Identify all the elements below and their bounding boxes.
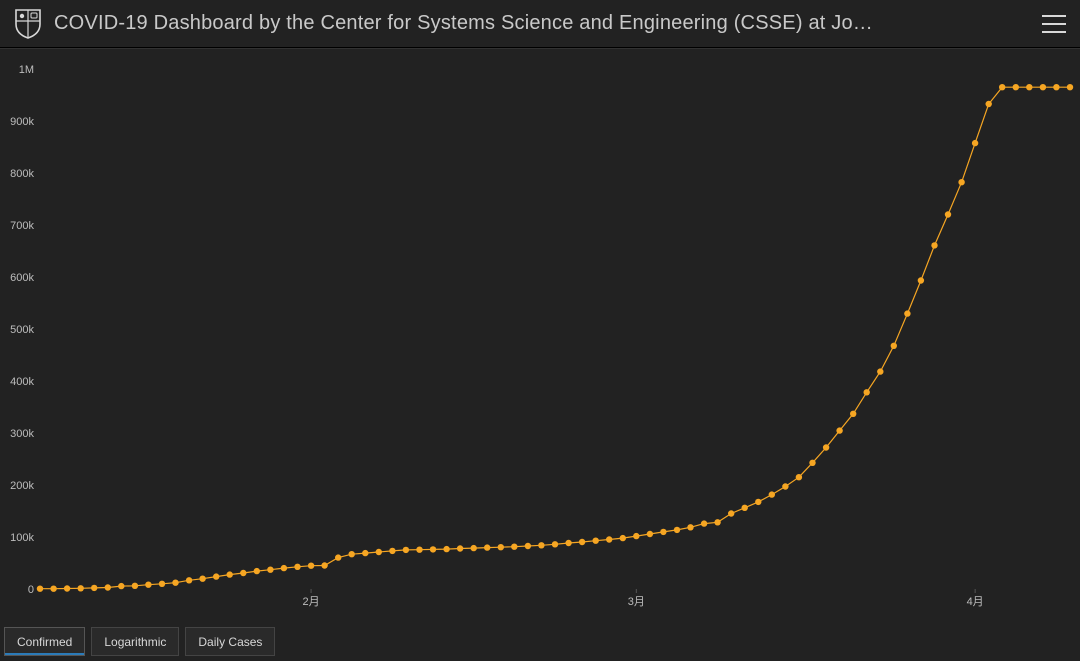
svg-text:1M: 1M: [19, 64, 34, 76]
svg-text:600k: 600k: [10, 272, 34, 284]
cases-chart: 0 100k 200k 300k 400k 500k 600k 700k 800k 900k 1M 2…: [0, 48, 1080, 621]
svg-text:2月: 2月: [302, 596, 319, 608]
svg-text:100k: 100k: [10, 532, 34, 544]
chart-mode-tabs: Confirmed Logarithmic Daily Cases: [0, 621, 1080, 661]
svg-text:500k: 500k: [10, 324, 34, 336]
svg-text:0: 0: [28, 584, 34, 596]
svg-text:3月: 3月: [628, 596, 645, 608]
svg-text:4月: 4月: [967, 596, 984, 608]
chart-svg: 0 100k 200k 300k 400k 500k 600k 700k 800k 900k 1M 2…: [0, 49, 1080, 622]
svg-text:400k: 400k: [10, 376, 34, 388]
svg-text:200k: 200k: [10, 480, 34, 492]
hamburger-menu-icon[interactable]: [1042, 15, 1066, 33]
jhu-shield-logo-icon: [14, 8, 42, 40]
svg-text:800k: 800k: [10, 168, 34, 180]
tab-daily-cases[interactable]: Daily Cases: [185, 627, 275, 656]
header-bar: COVID-19 Dashboard by the Center for Sys…: [0, 0, 1080, 48]
tab-logarithmic[interactable]: Logarithmic: [91, 627, 179, 656]
svg-text:300k: 300k: [10, 428, 34, 440]
tab-confirmed[interactable]: Confirmed: [4, 627, 85, 656]
svg-text:700k: 700k: [10, 220, 34, 232]
svg-text:900k: 900k: [10, 116, 34, 128]
page-title: COVID-19 Dashboard by the Center for Sys…: [54, 12, 1030, 35]
